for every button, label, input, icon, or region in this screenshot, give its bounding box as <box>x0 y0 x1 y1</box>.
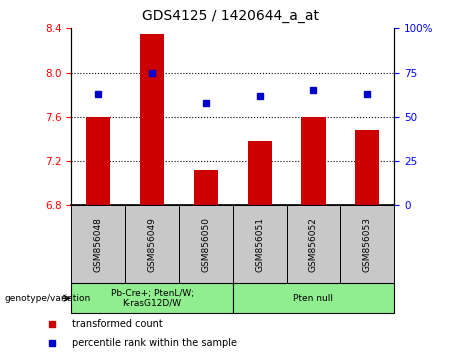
Text: GSM856048: GSM856048 <box>94 217 103 272</box>
Text: GDS4125 / 1420644_a_at: GDS4125 / 1420644_a_at <box>142 9 319 23</box>
Bar <box>287 205 340 283</box>
Text: GSM856050: GSM856050 <box>201 217 210 272</box>
Bar <box>71 205 125 283</box>
Bar <box>355 130 379 205</box>
Text: GSM856051: GSM856051 <box>255 217 264 272</box>
Bar <box>194 170 218 205</box>
Bar <box>140 34 164 205</box>
Bar <box>301 117 325 205</box>
Bar <box>179 205 233 283</box>
Bar <box>340 205 394 283</box>
Bar <box>86 117 111 205</box>
Bar <box>125 205 179 283</box>
Text: transformed count: transformed count <box>72 319 163 329</box>
Text: percentile rank within the sample: percentile rank within the sample <box>72 338 237 348</box>
Text: GSM856049: GSM856049 <box>148 217 157 272</box>
Text: Pb-Cre+; PtenL/W;
K-rasG12D/W: Pb-Cre+; PtenL/W; K-rasG12D/W <box>111 289 194 308</box>
Bar <box>233 205 287 283</box>
Bar <box>71 283 233 313</box>
Text: Pten null: Pten null <box>294 294 333 303</box>
Text: genotype/variation: genotype/variation <box>5 294 91 303</box>
Text: GSM856052: GSM856052 <box>309 217 318 272</box>
Bar <box>233 283 394 313</box>
Bar <box>248 141 272 205</box>
Text: GSM856053: GSM856053 <box>363 217 372 272</box>
